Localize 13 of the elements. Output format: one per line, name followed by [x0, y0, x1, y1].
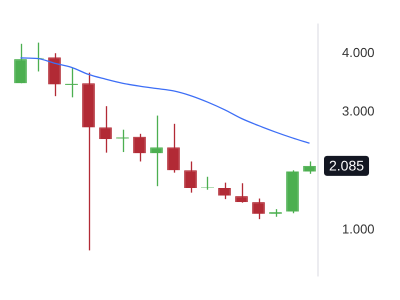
y-tick-label: 3.000: [342, 104, 375, 119]
candlestick: [14, 43, 27, 84]
candlestick: [99, 106, 112, 154]
y-tick-label: 4.000: [342, 44, 375, 60]
text: 2.085: [329, 158, 364, 174]
y-tick-label: 1.000: [342, 221, 375, 236]
candlestick: [150, 114, 163, 187]
candlestick: [201, 176, 214, 190]
candlestick: [303, 160, 316, 174]
candlestick: [218, 182, 231, 200]
candlestick: [167, 123, 180, 174]
candlestick: [235, 182, 248, 204]
line-series: [20, 57, 310, 144]
